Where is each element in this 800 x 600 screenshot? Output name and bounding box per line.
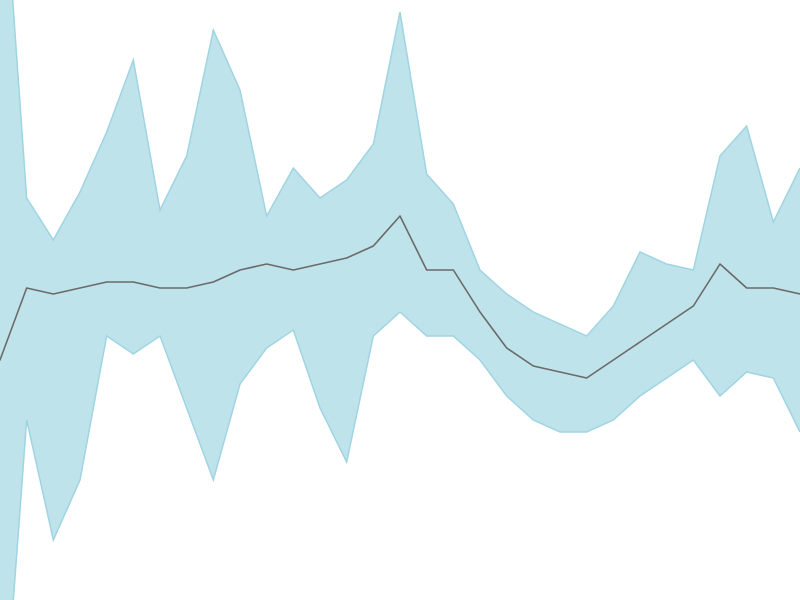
confidence-band (0, 0, 800, 600)
confidence-band-chart (0, 0, 800, 600)
